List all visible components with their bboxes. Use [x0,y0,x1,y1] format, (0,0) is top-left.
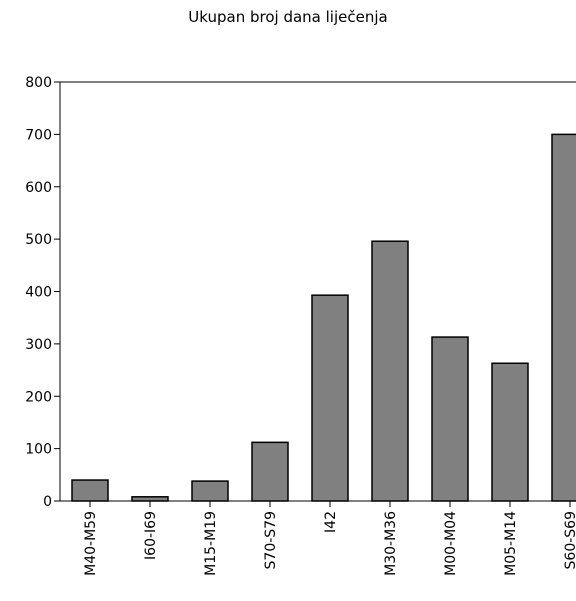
y-tick-label: 800 [25,75,52,91]
x-tick-label: S70-S79 [263,511,279,569]
x-tick-label: M15-M19 [203,511,219,576]
bar-i60-i69 [131,496,169,502]
y-tick-label: 600 [25,180,52,196]
y-tick-label: 300 [25,337,52,353]
y-tick-label: 700 [25,127,52,143]
bar-m15-m19 [191,480,229,502]
x-tick-label: I60-I69 [143,511,159,560]
bar-s60-s69 [551,133,576,502]
bar-s70-s79 [251,441,289,502]
bar-i42 [311,294,349,502]
x-tick-label: S60-S69 [563,511,576,569]
chart-title: Ukupan broj dana liječenja [188,8,388,26]
y-tick-label: 0 [43,494,52,510]
plot-area: 0 100 200 300 400 500 600 700 800 M40-M59 I60-I69 M… [25,75,576,576]
x-tick-label: M40-M59 [83,511,99,576]
bar-m00-m04 [431,336,469,502]
x-tick-label: M05-M14 [503,511,519,576]
y-tick-label: 400 [25,285,52,301]
y-tick-label: 500 [25,232,52,248]
x-tick-label: M00-M04 [443,511,459,576]
bar-m05-m14 [491,362,529,502]
y-tick-label: 200 [25,389,52,405]
x-tick-label: I42 [323,511,339,533]
x-tick-label: M30-M36 [383,511,399,576]
bar-m40-m59 [71,479,109,502]
bar-m30-m36 [371,240,409,502]
y-tick-label: 100 [25,442,52,458]
